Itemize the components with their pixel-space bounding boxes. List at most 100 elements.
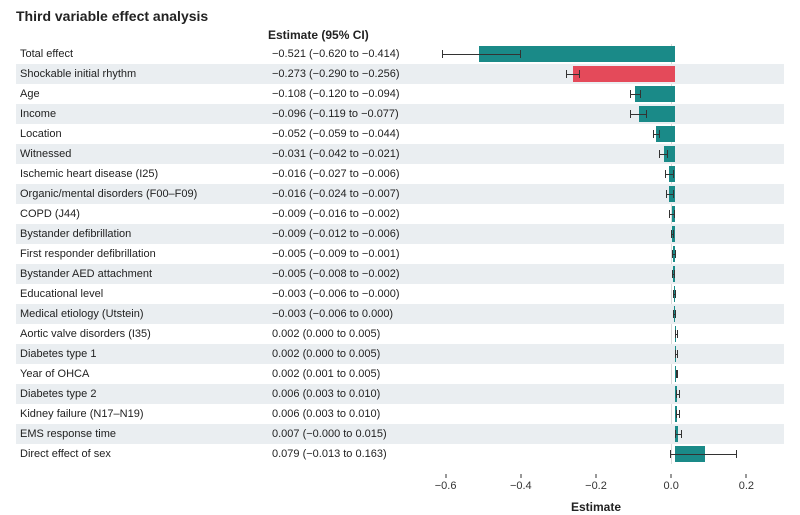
plot-cell [412, 244, 784, 264]
error-cap-high [677, 330, 678, 338]
estimate-text: −0.521 (−0.620 to −0.414) [272, 48, 412, 60]
table-row: Age−0.108 (−0.120 to −0.094) [16, 84, 784, 104]
error-cap-low [659, 150, 660, 158]
table-row: Bystander AED attachment−0.005 (−0.008 t… [16, 264, 784, 284]
estimate-text: −0.005 (−0.008 to −0.002) [272, 268, 412, 280]
estimate-text: 0.079 (−0.013 to 0.163) [272, 448, 412, 460]
table-row: Kidney failure (N17–N19)0.006 (0.003 to … [16, 404, 784, 424]
estimate-text: 0.002 (0.001 to 0.005) [272, 368, 412, 380]
error-cap-high [673, 230, 674, 238]
variable-label: Total effect [16, 48, 272, 60]
forest-plot-rows: Total effect−0.521 (−0.620 to −0.414)Sho… [16, 44, 784, 464]
variable-label: Income [16, 108, 272, 120]
table-row: EMS response time0.007 (−0.000 to 0.015) [16, 424, 784, 444]
variable-label: EMS response time [16, 428, 272, 440]
error-cap-high [677, 370, 678, 378]
forest-plot: Third variable effect analysis Estimate … [0, 0, 800, 515]
plot-cell [412, 184, 784, 204]
error-cap-low [673, 310, 674, 318]
table-row: Witnessed−0.031 (−0.042 to −0.021) [16, 144, 784, 164]
estimate-text: −0.003 (−0.006 to −0.000) [272, 288, 412, 300]
x-tick-label: −0.4 [510, 480, 532, 492]
plot-cell [412, 284, 784, 304]
error-cap-high [675, 310, 676, 318]
plot-cell [412, 404, 784, 424]
estimate-text: 0.002 (0.000 to 0.005) [272, 348, 412, 360]
table-row: Direct effect of sex0.079 (−0.013 to 0.1… [16, 444, 784, 464]
plot-cell [412, 364, 784, 384]
table-row: Income−0.096 (−0.119 to −0.077) [16, 104, 784, 124]
variable-label: Organic/mental disorders (F00–F09) [16, 188, 272, 200]
table-row: Bystander defibrillation−0.009 (−0.012 t… [16, 224, 784, 244]
x-tick-label: −0.6 [435, 480, 457, 492]
x-tick-label: 0.0 [664, 480, 679, 492]
estimate-text: 0.006 (0.003 to 0.010) [272, 388, 412, 400]
estimate-text: −0.016 (−0.024 to −0.007) [272, 188, 412, 200]
table-row: Organic/mental disorders (F00–F09)−0.016… [16, 184, 784, 204]
table-row: Educational level−0.003 (−0.006 to −0.00… [16, 284, 784, 304]
error-cap-low [672, 250, 673, 258]
error-bar [630, 114, 646, 115]
plot-cell [412, 44, 784, 64]
error-cap-low [653, 130, 654, 138]
estimate-text: −0.108 (−0.120 to −0.094) [272, 88, 412, 100]
estimate-text: −0.031 (−0.042 to −0.021) [272, 148, 412, 160]
error-cap-high [646, 110, 647, 118]
variable-label: Bystander AED attachment [16, 268, 272, 280]
x-tick [596, 474, 597, 478]
error-cap-high [579, 70, 580, 78]
table-row: Aortic valve disorders (I35)0.002 (0.000… [16, 324, 784, 344]
error-bar [665, 174, 673, 175]
estimate-text: −0.273 (−0.290 to −0.256) [272, 68, 412, 80]
estimate-text: −0.009 (−0.012 to −0.006) [272, 228, 412, 240]
table-row: First responder defibrillation−0.005 (−0… [16, 244, 784, 264]
estimate-text: −0.009 (−0.016 to −0.002) [272, 208, 412, 220]
table-row: Diabetes type 20.006 (0.003 to 0.010) [16, 384, 784, 404]
error-cap-high [674, 210, 675, 218]
chart-title: Third variable effect analysis [16, 8, 208, 24]
variable-label: COPD (J44) [16, 208, 272, 220]
plot-cell [412, 84, 784, 104]
variable-label: Shockable initial rhythm [16, 68, 272, 80]
plot-cell [412, 444, 784, 464]
table-row: Total effect−0.521 (−0.620 to −0.414) [16, 44, 784, 64]
plot-cell [412, 424, 784, 444]
error-cap-high [659, 130, 660, 138]
error-cap-high [679, 390, 680, 398]
error-cap-high [673, 190, 674, 198]
variable-label: First responder defibrillation [16, 248, 272, 260]
variable-label: Age [16, 88, 272, 100]
error-cap-low [672, 270, 673, 278]
estimate-text: 0.007 (−0.000 to 0.015) [272, 428, 412, 440]
variable-label: Diabetes type 2 [16, 388, 272, 400]
variable-label: Kidney failure (N17–N19) [16, 408, 272, 420]
effect-bar [573, 66, 676, 82]
error-cap-low [630, 110, 631, 118]
error-cap-high [677, 350, 678, 358]
variable-label: Year of OHCA [16, 368, 272, 380]
plot-cell [412, 124, 784, 144]
plot-cell [412, 64, 784, 84]
estimate-text: −0.005 (−0.009 to −0.001) [272, 248, 412, 260]
error-cap-high [681, 430, 682, 438]
error-cap-low [671, 230, 672, 238]
error-cap-low [630, 90, 631, 98]
table-row: Location−0.052 (−0.059 to −0.044) [16, 124, 784, 144]
plot-cell [412, 304, 784, 324]
table-row: Year of OHCA0.002 (0.001 to 0.005) [16, 364, 784, 384]
error-cap-high [673, 170, 674, 178]
plot-cell [412, 144, 784, 164]
error-cap-low [665, 170, 666, 178]
error-cap-low [669, 210, 670, 218]
error-cap-low [666, 190, 667, 198]
plot-cell [412, 224, 784, 244]
x-tick [746, 474, 747, 478]
error-cap-low [566, 70, 567, 78]
x-tick [671, 474, 672, 478]
estimate-text: −0.003 (−0.006 to 0.000) [272, 308, 412, 320]
error-cap-high [679, 410, 680, 418]
x-tick-label: −0.2 [585, 480, 607, 492]
error-cap-low [675, 430, 676, 438]
variable-label: Aortic valve disorders (I35) [16, 328, 272, 340]
plot-cell [412, 204, 784, 224]
